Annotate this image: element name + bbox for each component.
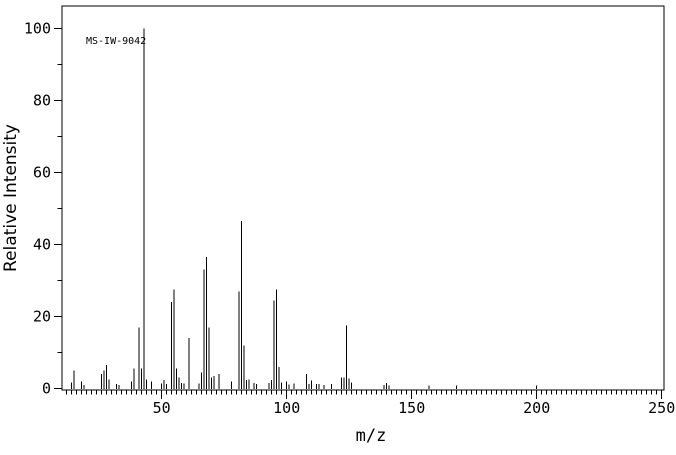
plot-border xyxy=(61,5,665,391)
x-axis-tick-label: 50 xyxy=(153,399,171,417)
x-axis-title: m/z xyxy=(356,426,387,446)
y-axis-tick-label: 60 xyxy=(33,164,51,182)
spectrum-id-annotation: MS-IW-9042 xyxy=(86,36,146,47)
x-axis-tick-label: 200 xyxy=(523,399,550,417)
x-axis-tick-label: 150 xyxy=(398,399,425,417)
y-axis-tick-label: 40 xyxy=(33,236,51,254)
y-axis-tick-label: 80 xyxy=(33,92,51,110)
y-axis-tick-label: 100 xyxy=(24,20,51,38)
y-axis-tick-label: 20 xyxy=(33,308,51,326)
x-axis-tick-label: 250 xyxy=(648,399,675,417)
x-axis-tick-label: 100 xyxy=(273,399,300,417)
y-axis-title: Relative Intensity xyxy=(1,124,21,272)
y-axis-tick-label: 0 xyxy=(42,380,51,398)
